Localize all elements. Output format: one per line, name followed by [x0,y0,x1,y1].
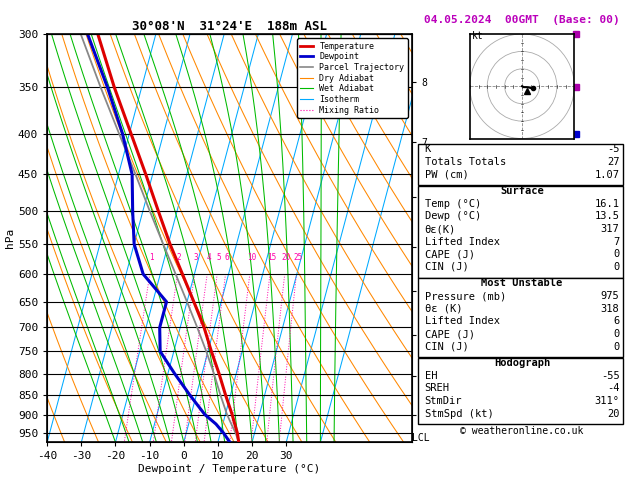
Text: 0: 0 [613,262,620,272]
Text: 15: 15 [267,253,276,262]
Text: 311°: 311° [594,396,620,406]
Text: StmSpd (kt): StmSpd (kt) [425,409,493,419]
Text: Lifted Index: Lifted Index [425,237,499,247]
X-axis label: Dewpoint / Temperature (°C): Dewpoint / Temperature (°C) [138,464,321,474]
Text: 975: 975 [601,291,620,301]
Title: 30°08'N  31°24'E  188m ASL: 30°08'N 31°24'E 188m ASL [132,20,327,33]
Text: 20: 20 [281,253,291,262]
Text: Pressure (mb): Pressure (mb) [425,291,506,301]
Text: 318: 318 [601,304,620,314]
Text: 3: 3 [194,253,199,262]
Legend: Temperature, Dewpoint, Parcel Trajectory, Dry Adiabat, Wet Adiabat, Isotherm, Mi: Temperature, Dewpoint, Parcel Trajectory… [297,38,408,118]
Text: 5: 5 [216,253,221,262]
Text: Dewp (°C): Dewp (°C) [425,211,481,222]
Text: 6: 6 [225,253,230,262]
Text: 20: 20 [607,409,620,419]
Text: 0: 0 [613,249,620,260]
Text: -55: -55 [601,371,620,381]
Text: Surface: Surface [500,186,544,196]
Text: Hodograph: Hodograph [494,358,550,368]
Text: 13.5: 13.5 [594,211,620,222]
Text: Most Unstable: Most Unstable [481,278,563,289]
Text: LCL: LCL [412,433,430,443]
Text: θε(K): θε(K) [425,224,456,234]
Text: 6: 6 [613,316,620,327]
Text: 2: 2 [177,253,182,262]
Text: -5: -5 [607,144,620,155]
Text: 1.07: 1.07 [594,170,620,180]
Text: kt: kt [472,31,483,41]
Text: CIN (J): CIN (J) [425,262,469,272]
Text: 317: 317 [601,224,620,234]
Text: θε (K): θε (K) [425,304,462,314]
Text: -4: -4 [607,383,620,394]
Text: 4: 4 [206,253,211,262]
Text: K: K [425,144,431,155]
Text: 0: 0 [613,329,620,339]
Text: 1: 1 [149,253,154,262]
Text: 25: 25 [293,253,303,262]
Text: CIN (J): CIN (J) [425,342,469,352]
Y-axis label: km
ASL: km ASL [429,227,447,249]
Text: 04.05.2024  00GMT  (Base: 00): 04.05.2024 00GMT (Base: 00) [424,15,620,25]
Text: CAPE (J): CAPE (J) [425,249,474,260]
Text: Totals Totals: Totals Totals [425,157,506,167]
Text: Lifted Index: Lifted Index [425,316,499,327]
Text: 10: 10 [247,253,256,262]
Text: PW (cm): PW (cm) [425,170,469,180]
Text: SREH: SREH [425,383,450,394]
Y-axis label: hPa: hPa [5,228,15,248]
Text: CAPE (J): CAPE (J) [425,329,474,339]
Text: Mixing Ratio (g/kg): Mixing Ratio (g/kg) [457,187,465,289]
Text: 16.1: 16.1 [594,199,620,209]
Text: 27: 27 [607,157,620,167]
Text: Temp (°C): Temp (°C) [425,199,481,209]
Text: © weatheronline.co.uk: © weatheronline.co.uk [460,426,584,436]
Text: 0: 0 [613,342,620,352]
Text: 7: 7 [613,237,620,247]
Text: EH: EH [425,371,437,381]
Text: StmDir: StmDir [425,396,462,406]
